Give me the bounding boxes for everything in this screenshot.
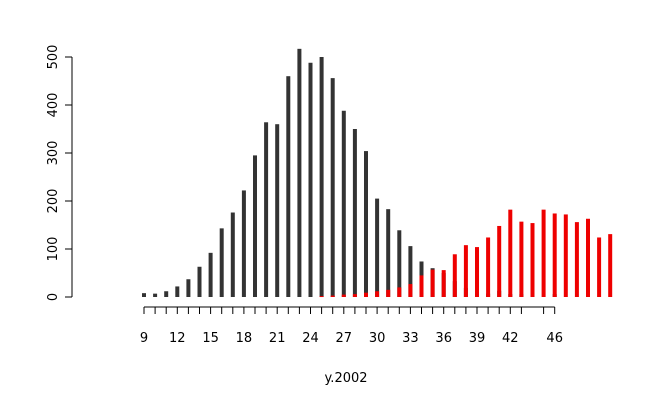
bar-black	[297, 48, 302, 298]
bar-red	[364, 292, 368, 297]
bar-black	[275, 124, 280, 297]
bar-black	[341, 110, 346, 297]
bar-black	[253, 155, 257, 297]
y-axis: 0 100 200 300 400 500	[46, 45, 73, 301]
bar-black	[264, 122, 269, 297]
bar-black	[319, 57, 324, 297]
x-tick-label: 18	[236, 331, 253, 346]
x-tick-label: 33	[402, 331, 419, 346]
bar-black	[375, 198, 380, 297]
y-tick-label: 300	[46, 141, 61, 166]
bar-red	[386, 289, 391, 297]
x-axis: 9 12 15 18 21 24 27 30 33 36 39 42 46	[140, 306, 563, 346]
bar-black	[186, 279, 191, 297]
bar-red	[552, 213, 557, 297]
bar-black	[241, 190, 246, 297]
x-tick-label: 42	[502, 331, 519, 346]
x-tick-label: 21	[269, 331, 286, 346]
bar-red	[330, 295, 335, 297]
bar-black	[230, 212, 235, 297]
bar-red	[530, 223, 535, 297]
bar-red	[475, 247, 479, 297]
bar-red	[574, 222, 579, 297]
bar-red	[508, 209, 513, 297]
bar-red	[608, 234, 613, 297]
x-tick-label: 46	[546, 331, 563, 346]
bar-red	[597, 237, 602, 297]
bar-red	[419, 275, 424, 297]
y-tick-label: 0	[46, 293, 61, 301]
bar-black	[408, 246, 413, 297]
bar-red	[430, 269, 435, 297]
bar-black	[386, 209, 391, 297]
bar-red	[463, 245, 468, 297]
bar-black	[352, 129, 357, 297]
bar-black	[175, 286, 180, 297]
bar-red	[408, 284, 413, 297]
y-tick-label: 100	[46, 237, 61, 262]
bar-black	[153, 293, 158, 297]
x-tick-label: 36	[435, 331, 452, 346]
x-tick-label: 39	[469, 331, 486, 346]
bar-black	[164, 291, 169, 297]
x-axis-label: y.2002	[324, 371, 367, 386]
x-tick-label: 9	[140, 331, 148, 346]
x-tick-label: 30	[369, 331, 386, 346]
bar-red	[486, 237, 491, 297]
bar-red	[586, 218, 590, 297]
bar-red	[497, 225, 502, 297]
y-tick-label: 500	[46, 45, 61, 70]
bars-series-black	[142, 48, 557, 298]
bar-red	[397, 287, 402, 297]
bar-black	[286, 76, 291, 297]
bar-red	[375, 291, 380, 297]
bar-red	[563, 214, 568, 297]
bar-black	[208, 252, 213, 297]
x-tick-label: 12	[169, 331, 186, 346]
bar-red	[452, 254, 457, 297]
x-tick-label: 24	[302, 331, 319, 346]
bar-black	[142, 293, 146, 297]
bar-red	[519, 221, 524, 297]
y-tick-label: 200	[46, 189, 61, 214]
bar-black	[364, 151, 368, 297]
bar-black	[308, 62, 313, 298]
bar-red	[441, 270, 446, 297]
bar-black	[219, 228, 224, 297]
bar-red	[541, 209, 546, 297]
x-tick-label: 27	[336, 331, 353, 346]
bar-red	[341, 294, 346, 297]
bars-series-red	[319, 209, 613, 298]
bar-black	[397, 230, 402, 297]
x-tick-label: 15	[202, 331, 219, 346]
y-tick-label: 400	[46, 93, 61, 118]
bar-red	[319, 296, 324, 298]
bar-black	[330, 78, 335, 298]
bar-black	[197, 266, 202, 297]
bar-red	[352, 294, 357, 297]
